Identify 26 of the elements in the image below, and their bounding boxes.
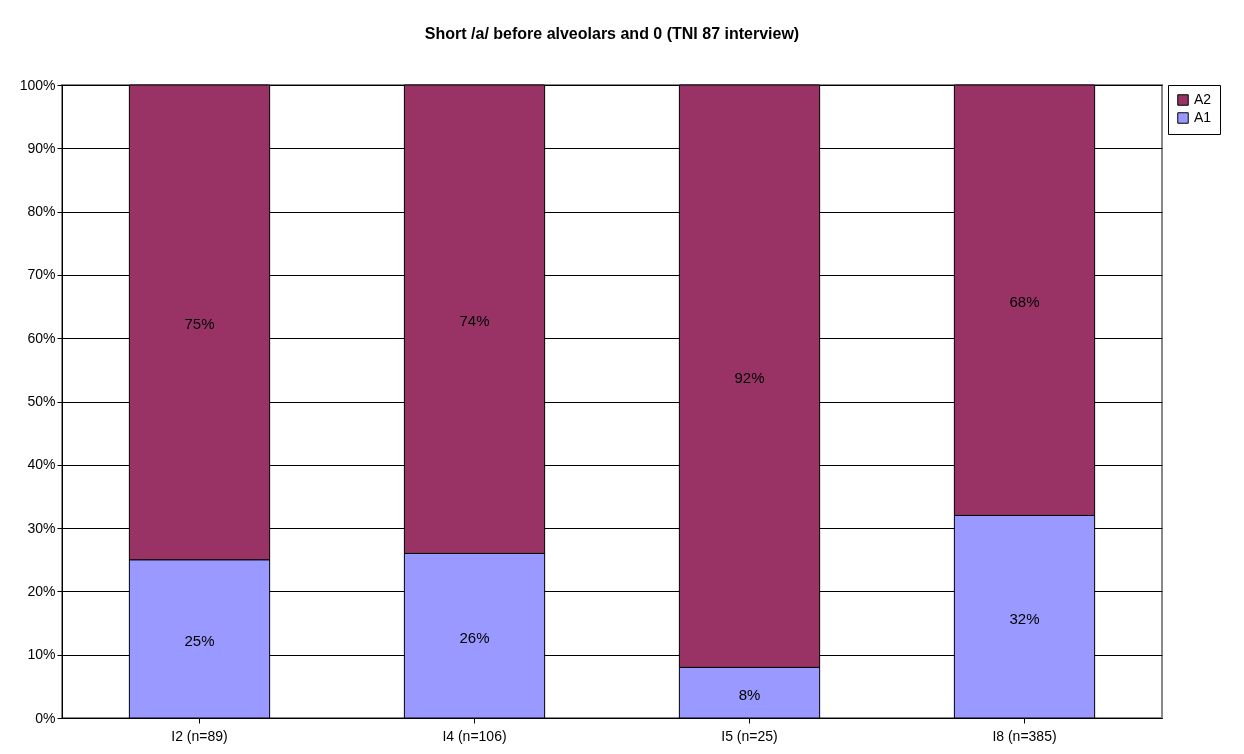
y-tick-label: 20% <box>27 582 56 599</box>
y-tick-label: 80% <box>27 203 56 220</box>
y-tick-label: 60% <box>27 329 56 346</box>
data-label: 32% <box>1009 609 1040 627</box>
x-tick-label: I2 (n=89) <box>171 727 228 744</box>
legend-label: A1 <box>1194 109 1212 125</box>
data-label: 74% <box>459 312 490 330</box>
y-tick-label: 30% <box>27 519 56 536</box>
y-tick-label: 70% <box>27 266 56 283</box>
y-tick-label: 40% <box>27 456 56 473</box>
x-tick-label: I8 (n=385) <box>992 727 1057 744</box>
y-tick-label: 10% <box>27 646 56 663</box>
x-tick-label: I5 (n=25) <box>721 727 778 744</box>
data-label: 25% <box>184 631 215 649</box>
legend-label: A2 <box>1194 91 1212 107</box>
data-label: 8% <box>738 685 761 703</box>
y-tick-label: 100% <box>19 76 56 93</box>
chart-title: Short /a/ before alveolars and 0 (TNI 87 interview) <box>424 25 800 42</box>
y-tick-label: 90% <box>27 139 56 156</box>
data-label: 92% <box>734 369 765 387</box>
y-tick-label: 0% <box>35 709 56 726</box>
x-tick-label: I4 (n=106) <box>442 727 507 744</box>
y-tick-label: 50% <box>27 393 56 409</box>
data-label: 26% <box>459 628 490 646</box>
data-label: 75% <box>184 315 215 333</box>
data-label: 68% <box>1009 293 1040 311</box>
